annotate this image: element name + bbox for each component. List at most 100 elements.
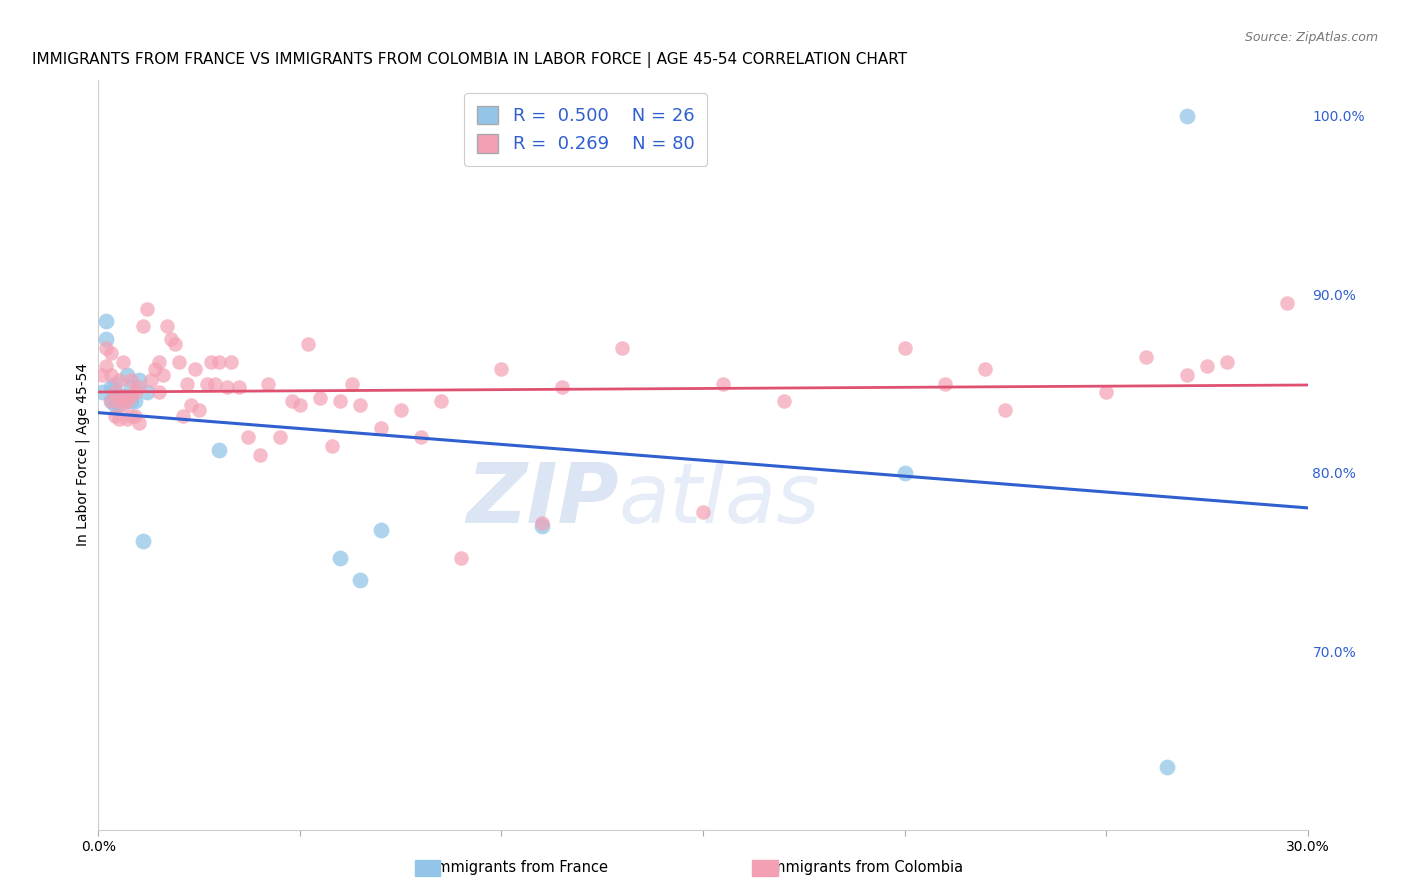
Point [156,319,179,334]
Point [100,346,122,360]
Point [115,368,138,382]
Point [132,533,155,548]
Point [107,398,129,412]
Point [100,394,122,409]
Point [100,394,122,409]
Point [120,409,142,423]
Point [228,380,250,394]
Point [389,403,412,417]
Point [321,439,343,453]
Point [204,376,226,391]
Point [893,341,915,355]
Point [184,362,207,376]
Point [491,362,513,376]
Point [349,573,371,587]
Point [128,416,150,430]
Legend: R =  0.500    N = 26, R =  0.269    N = 80: R = 0.500 N = 26, R = 0.269 N = 80 [464,93,707,166]
Point [1195,359,1218,373]
Point [551,380,574,394]
Point [893,466,915,480]
Point [772,394,794,409]
Point [188,403,211,417]
Point [96,359,118,373]
Point [1277,296,1299,310]
Point [120,394,142,409]
Point [103,376,125,391]
Point [103,398,125,412]
Point [1216,355,1239,369]
Point [103,409,125,423]
Point [107,394,129,409]
Point [329,551,352,566]
Point [309,391,332,405]
Point [221,355,243,369]
Point [115,412,138,426]
Point [974,362,997,376]
Point [103,391,125,405]
Point [96,341,118,355]
Point [281,394,304,409]
Point [120,380,142,394]
Point [107,412,129,426]
Point [111,355,134,369]
Point [180,398,202,412]
Point [1156,760,1178,774]
Point [692,505,714,519]
Point [128,373,150,387]
Point [208,355,231,369]
Point [1135,350,1157,364]
Point [152,368,174,382]
Point [176,376,198,391]
Point [135,385,157,400]
Y-axis label: In Labor Force | Age 45-54: In Labor Force | Age 45-54 [76,363,90,547]
Point [430,394,453,409]
Point [96,332,118,346]
Point [342,376,364,391]
Point [994,403,1017,417]
Point [111,389,134,403]
Point [217,380,239,394]
Point [100,368,122,382]
Point [612,341,634,355]
Point [249,448,271,462]
Point [256,376,278,391]
Point [91,368,114,382]
Point [139,373,162,387]
Point [297,337,319,351]
Point [236,430,259,444]
Text: Immigrants from France: Immigrants from France [432,860,609,874]
Point [349,398,371,412]
Point [1175,368,1198,382]
Text: ZIP: ZIP [465,459,619,541]
Text: atlas: atlas [619,459,820,541]
Point [124,385,146,400]
Point [115,394,138,409]
Point [128,380,150,394]
Point [370,421,392,435]
Point [1095,385,1118,400]
Text: Immigrants from Colombia: Immigrants from Colombia [766,860,963,874]
Point [200,355,222,369]
Point [143,362,166,376]
Point [107,373,129,387]
Point [103,385,125,400]
Point [1175,109,1198,123]
Point [711,376,734,391]
Point [100,380,122,394]
Point [124,409,146,423]
Point [172,409,194,423]
Point [329,394,352,409]
Point [269,430,291,444]
Point [107,389,129,403]
Point [160,332,183,346]
Point [288,398,311,412]
Point [96,314,118,328]
Point [530,516,553,530]
Point [370,523,392,537]
Point [120,373,142,387]
Text: IMMIGRANTS FROM FRANCE VS IMMIGRANTS FROM COLOMBIA IN LABOR FORCE | AGE 45-54 CO: IMMIGRANTS FROM FRANCE VS IMMIGRANTS FRO… [32,52,907,68]
Point [208,442,231,457]
Point [124,394,146,409]
Point [135,301,157,316]
Point [167,355,190,369]
